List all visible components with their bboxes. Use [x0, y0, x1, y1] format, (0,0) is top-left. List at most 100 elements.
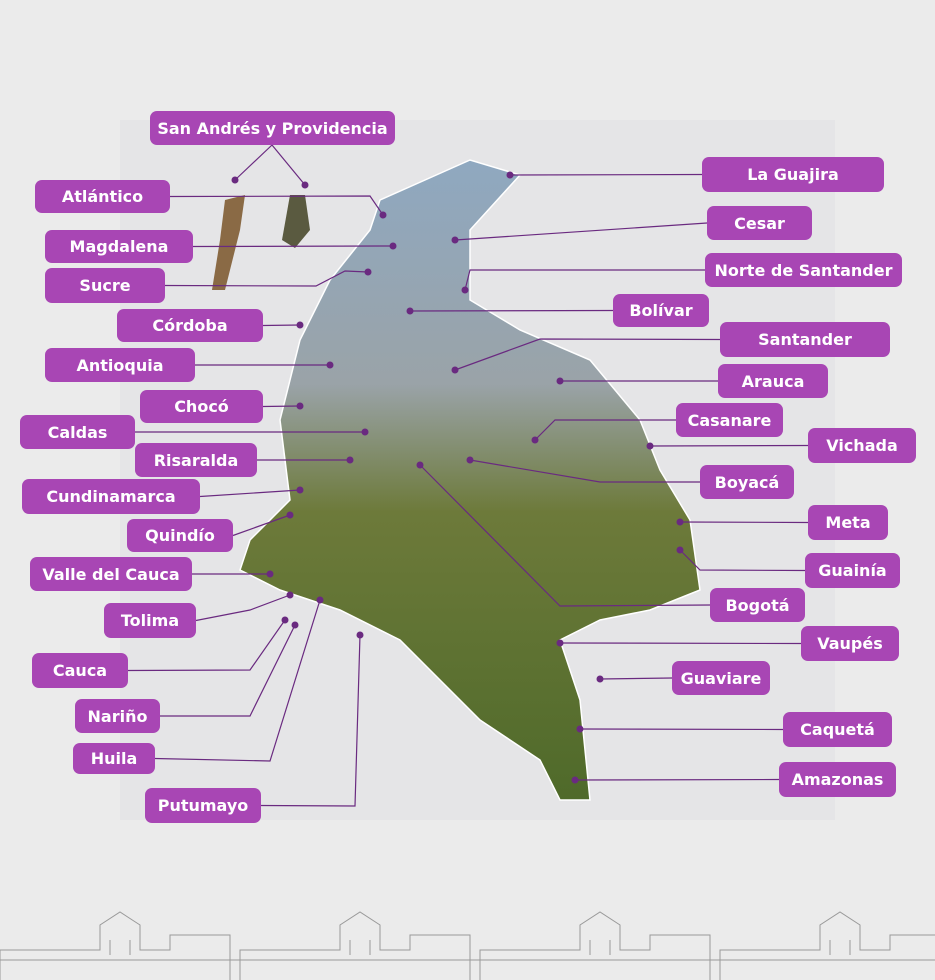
marker-dot — [326, 361, 334, 369]
marker-dot — [576, 725, 584, 733]
marker-dot — [571, 776, 579, 784]
marker-dot — [379, 211, 387, 219]
marker-dot — [676, 546, 684, 554]
leader-line — [164, 270, 369, 287]
marker-dot — [346, 456, 354, 464]
label-sucre[interactable]: Sucre — [45, 268, 165, 303]
leader-line — [534, 419, 676, 441]
label-arauca[interactable]: Arauca — [718, 364, 828, 398]
label-meta[interactable]: Meta — [808, 505, 888, 540]
label-antioquia[interactable]: Antioquia — [45, 348, 195, 382]
leader-line — [679, 521, 809, 524]
marker-dot — [291, 621, 299, 629]
leader-line — [234, 144, 273, 181]
marker-dot — [364, 268, 372, 276]
leader-line — [262, 405, 301, 408]
label-cundinamarca[interactable]: Cundinamarca — [22, 479, 200, 514]
label-tolima[interactable]: Tolima — [104, 603, 196, 638]
label-risaralda[interactable]: Risaralda — [135, 443, 257, 477]
marker-dot — [506, 171, 514, 179]
label-putumayo[interactable]: Putumayo — [145, 788, 261, 823]
colombia-shape — [239, 159, 701, 801]
label-caqueta[interactable]: Caquetá — [783, 712, 892, 747]
leader-line — [195, 594, 291, 622]
leader-line — [559, 642, 802, 645]
leader-line — [679, 549, 806, 572]
marker-dot — [281, 616, 289, 624]
label-choco[interactable]: Chocó — [140, 390, 263, 423]
marker-dot — [466, 456, 474, 464]
leader-line — [169, 195, 384, 216]
san-andres-island — [212, 195, 245, 290]
leader-line — [127, 619, 286, 672]
leader-line — [192, 245, 394, 248]
marker-dot — [531, 436, 539, 444]
label-caldas[interactable]: Caldas — [20, 415, 135, 449]
label-cauca[interactable]: Cauca — [32, 653, 128, 688]
label-magdalena[interactable]: Magdalena — [45, 230, 193, 263]
label-cordoba[interactable]: Córdoba — [117, 309, 263, 342]
marker-dot — [266, 570, 274, 578]
leader-line — [409, 309, 614, 312]
marker-dot — [316, 596, 324, 604]
label-huila[interactable]: Huila — [73, 743, 155, 774]
building-outline — [0, 911, 240, 980]
providencia-island — [282, 195, 310, 248]
leader-line — [464, 269, 705, 291]
marker-dot — [361, 428, 369, 436]
label-norte-de-santander[interactable]: Norte de Santander — [705, 253, 902, 287]
label-casanare[interactable]: Casanare — [676, 403, 783, 437]
marker-dot — [301, 181, 309, 189]
label-san-andres-y-providencia[interactable]: San Andrés y Providencia — [150, 111, 395, 145]
marker-dot — [286, 591, 294, 599]
leader-line — [574, 778, 780, 781]
leader-line — [271, 144, 306, 186]
marker-dot — [416, 461, 424, 469]
building-outline — [239, 911, 480, 980]
label-quindio[interactable]: Quindío — [127, 519, 233, 552]
leader-line — [199, 489, 301, 498]
building-outline — [719, 911, 935, 980]
building-outline — [479, 911, 720, 980]
marker-dot — [451, 366, 459, 374]
leader-line — [649, 444, 809, 447]
label-vichada[interactable]: Vichada — [808, 428, 916, 463]
marker-dot — [231, 176, 239, 184]
marker-dot — [556, 377, 564, 385]
label-boyaca[interactable]: Boyacá — [700, 465, 794, 499]
marker-dot — [296, 486, 304, 494]
leader-line — [509, 173, 703, 176]
label-narino[interactable]: Nariño — [75, 699, 160, 733]
leader-line — [469, 459, 700, 483]
skyline-drawing — [0, 911, 935, 980]
marker-dot — [296, 321, 304, 329]
label-vaupes[interactable]: Vaupés — [801, 626, 899, 661]
marker-dot — [461, 286, 469, 294]
marker-dot — [356, 631, 364, 639]
leader-line — [419, 464, 711, 607]
label-atlantico[interactable]: Atlántico — [35, 180, 170, 213]
leader-line — [260, 634, 361, 807]
leader-line — [262, 324, 301, 327]
marker-dot — [296, 402, 304, 410]
leader-line — [599, 677, 673, 680]
label-cesar[interactable]: Cesar — [707, 206, 812, 240]
label-guainia[interactable]: Guainía — [805, 553, 900, 588]
label-la-guajira[interactable]: La Guajira — [702, 157, 884, 192]
leader-line — [454, 338, 721, 371]
marker-dot — [676, 518, 684, 526]
label-bogota[interactable]: Bogotá — [710, 588, 805, 622]
label-amazonas[interactable]: Amazonas — [779, 762, 896, 797]
marker-dot — [389, 242, 397, 250]
marker-dot — [406, 307, 414, 315]
marker-dot — [451, 236, 459, 244]
label-guaviare[interactable]: Guaviare — [672, 661, 770, 695]
label-valle-del-cauca[interactable]: Valle del Cauca — [30, 557, 192, 591]
leader-line — [160, 624, 296, 717]
leader-line — [154, 599, 321, 762]
label-santander[interactable]: Santander — [720, 322, 890, 357]
leader-line — [232, 514, 291, 537]
label-bolivar[interactable]: Bolívar — [613, 294, 709, 327]
marker-dot — [556, 639, 564, 647]
